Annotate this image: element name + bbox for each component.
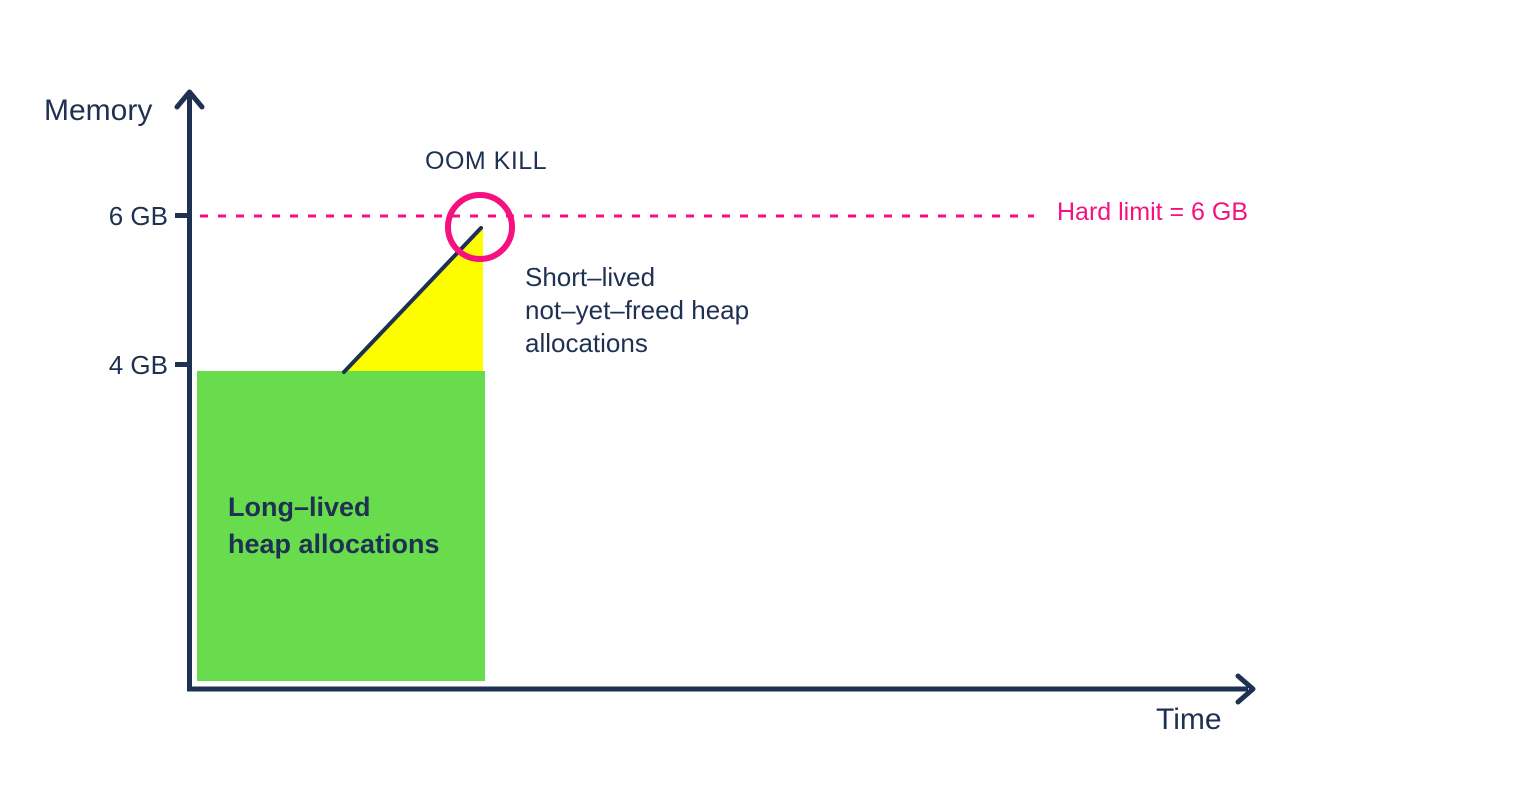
y-axis-arrowhead [174,89,205,110]
time-axis-label: Time [1156,703,1222,736]
long-lived-annotation: Long–lived heap allocations [228,492,440,559]
short-lived-annotation: Short–lived not–yet–freed heap allocatio… [525,262,750,358]
long-lived-area [197,371,485,681]
x-axis-arrowhead [1235,673,1256,705]
tick-label-4gb: 4 GB [108,350,168,380]
hard-limit-label: Hard limit = 6 GB [1057,198,1249,226]
oom-kill-circle [445,192,515,262]
memory-axis-label: Memory [44,94,153,127]
tick-label-6gb: 6 GB [108,201,168,231]
oom-kill-label: OOM KILL [425,147,548,175]
